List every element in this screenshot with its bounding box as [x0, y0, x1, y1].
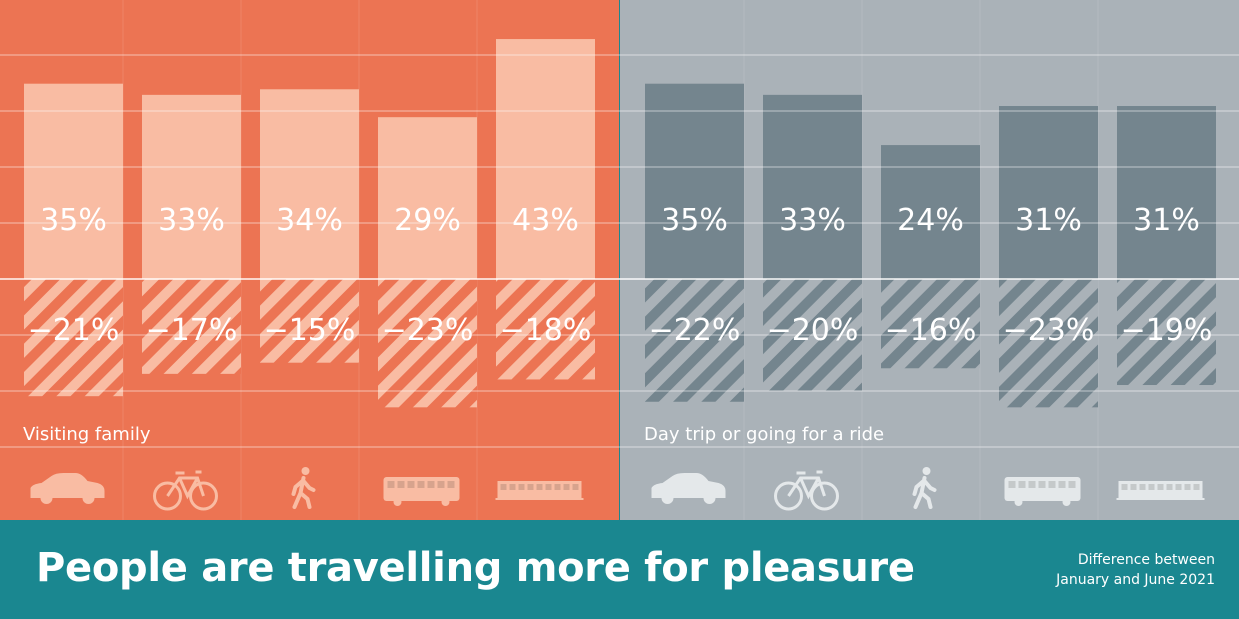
bar-value — [496, 39, 595, 280]
bar-value — [260, 89, 359, 279]
difference-label: −15% — [264, 313, 356, 348]
bar-difference — [999, 279, 1098, 408]
difference-label: −18% — [500, 313, 592, 348]
bar-value — [24, 83, 123, 279]
bar-difference — [496, 279, 595, 380]
value-label: 29% — [394, 203, 461, 238]
panel-label-2: Day trip or going for a ride — [644, 424, 884, 445]
footer-banner: People are travelling more for pleasure … — [0, 520, 1239, 619]
bar-difference — [142, 279, 241, 374]
walking-icon — [912, 467, 937, 509]
bar-value — [763, 94, 862, 279]
bar-value — [142, 94, 241, 279]
subtitle-line-1: Difference between — [1077, 552, 1215, 568]
chart-subtitle: Difference between January and June 2021 — [1056, 550, 1215, 590]
car-icon — [651, 473, 726, 504]
difference-label: −21% — [28, 313, 120, 348]
value-label: 33% — [158, 203, 225, 238]
bar-value — [378, 117, 477, 280]
difference-label: −19% — [1121, 313, 1213, 348]
car-icon — [30, 473, 105, 504]
value-label: 33% — [779, 203, 846, 238]
difference-label: −20% — [767, 313, 859, 348]
bar-difference — [260, 279, 359, 363]
value-label: 31% — [1133, 203, 1200, 238]
bar-value — [999, 106, 1098, 280]
bar-difference — [378, 279, 477, 408]
train-icon — [1116, 481, 1205, 500]
panel-label-1: Visiting family — [23, 424, 151, 445]
bicycle-icon — [153, 470, 218, 511]
walking-icon — [291, 467, 316, 509]
value-label: 24% — [897, 203, 964, 238]
difference-label: −23% — [1003, 313, 1095, 348]
train-icon — [495, 481, 584, 500]
difference-label: −22% — [649, 313, 741, 348]
value-label: 31% — [1015, 203, 1082, 238]
bicycle-icon — [774, 470, 839, 511]
bus-icon — [383, 477, 460, 506]
difference-label: −17% — [146, 313, 238, 348]
bar-difference — [24, 279, 123, 397]
chart-title: People are travelling more for pleasure — [36, 545, 915, 591]
bar-chart: 35% −21% 33% −17% 34% −15% 29% −23% 43% −18% Visit… — [0, 0, 1239, 520]
subtitle-line-2: January and June 2021 — [1056, 572, 1215, 588]
bar-value — [645, 83, 744, 279]
bar-value — [1117, 106, 1216, 280]
value-label: 43% — [512, 203, 579, 238]
value-label: 34% — [276, 203, 343, 238]
bar-difference — [645, 279, 744, 402]
difference-label: −16% — [885, 313, 977, 348]
bus-icon — [1004, 477, 1081, 506]
value-label: 35% — [661, 203, 728, 238]
value-label: 35% — [40, 203, 107, 238]
bar-difference — [1117, 279, 1216, 386]
bar-difference — [881, 279, 980, 369]
difference-label: −23% — [382, 313, 474, 348]
